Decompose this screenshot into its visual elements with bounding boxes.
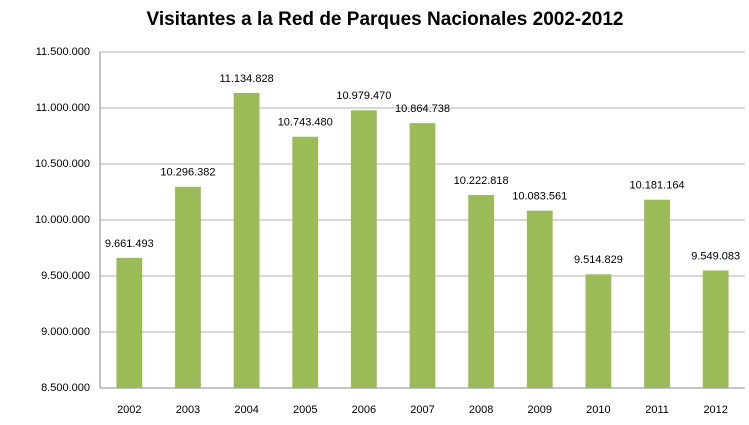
data-label: 10.743.480 (278, 117, 333, 129)
bar (292, 136, 319, 388)
data-label: 10.296.382 (160, 167, 215, 179)
bar (585, 274, 612, 388)
y-tick-label: 9.000.000 (41, 326, 90, 338)
y-tick-label: 9.500.000 (41, 270, 90, 282)
y-tick-label: 8.500.000 (41, 382, 90, 394)
bar (350, 110, 377, 388)
bar (233, 92, 260, 388)
x-tick-label: 2010 (586, 404, 610, 416)
x-tick-label: 2006 (352, 404, 376, 416)
bar (468, 195, 495, 388)
x-tick-label: 2012 (703, 404, 727, 416)
bar (526, 210, 553, 388)
y-tick-label: 11.500.000 (36, 46, 90, 58)
data-label: 10.181.164 (630, 180, 685, 192)
data-label: 9.514.829 (574, 254, 623, 266)
bar (644, 199, 670, 388)
x-tick-label: 2004 (234, 404, 258, 416)
data-label: 10.864.738 (395, 103, 450, 115)
bar (702, 270, 729, 388)
chart-title: Visitantes a la Red de Parques Nacionale… (146, 9, 623, 30)
bar (116, 257, 143, 388)
x-tick-label: 2003 (176, 404, 200, 416)
data-label: 10.222.818 (454, 175, 509, 187)
x-tick-label: 2007 (410, 404, 434, 416)
data-label: 9.661.493 (105, 238, 154, 250)
data-label: 10.979.470 (336, 90, 391, 102)
x-tick-label: 2008 (469, 404, 493, 416)
data-label: 11.134.828 (219, 73, 273, 85)
y-tick-label: 10.000.000 (35, 214, 90, 226)
bar (409, 123, 436, 388)
bar (175, 186, 201, 388)
y-tick-label: 11.000.000 (36, 102, 90, 114)
data-label: 9.549.083 (691, 250, 740, 262)
x-tick-label: 2005 (293, 404, 317, 416)
x-tick-label: 2002 (117, 404, 141, 416)
y-tick-label: 10.500.000 (35, 158, 90, 170)
x-tick-label: 2009 (528, 404, 552, 416)
data-label: 10.083.561 (512, 191, 567, 203)
x-tick-label: 2011 (645, 404, 669, 416)
